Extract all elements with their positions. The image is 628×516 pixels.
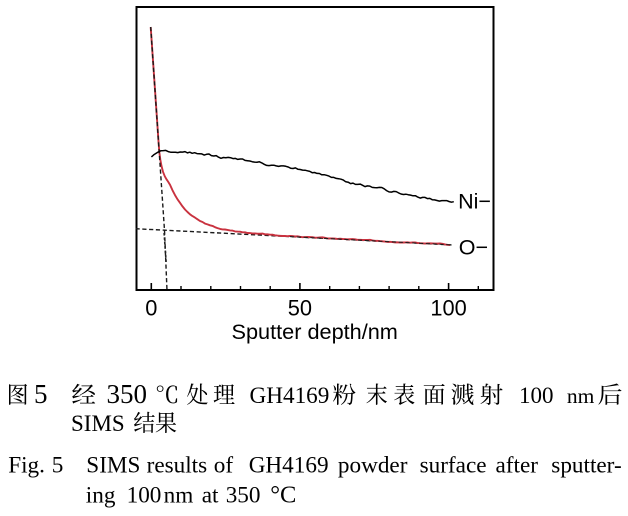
svg-text:results: results xyxy=(147,453,208,479)
svg-text:5: 5 xyxy=(52,453,64,479)
svg-text:100: 100 xyxy=(127,483,162,509)
svg-text:350: 350 xyxy=(107,379,148,409)
svg-text:Ni−: Ni− xyxy=(458,190,491,214)
svg-text:100: 100 xyxy=(519,383,554,408)
svg-text:SIMS: SIMS xyxy=(86,453,140,479)
svg-text:sputter-: sputter- xyxy=(551,453,621,479)
svg-text:100: 100 xyxy=(430,296,466,321)
svg-text:Fig.: Fig. xyxy=(8,453,45,479)
svg-text:SIMS: SIMS xyxy=(71,411,125,436)
svg-text:50: 50 xyxy=(288,296,312,321)
svg-text:after: after xyxy=(496,453,539,479)
svg-text:0: 0 xyxy=(145,296,157,321)
svg-text:nm: nm xyxy=(164,483,194,509)
svg-text:powder: powder xyxy=(338,453,408,479)
svg-text:350: 350 xyxy=(226,483,261,509)
svg-text:GH4169: GH4169 xyxy=(250,383,330,409)
svg-text:GH4169: GH4169 xyxy=(249,453,329,479)
svg-text:of: of xyxy=(214,453,234,479)
svg-text:°C: °C xyxy=(270,482,296,509)
svg-text:at: at xyxy=(202,483,219,509)
svg-text:ing: ing xyxy=(86,483,116,509)
svg-text:5: 5 xyxy=(34,379,48,409)
svg-text:O−: O− xyxy=(459,236,488,260)
svg-text:surface: surface xyxy=(420,453,487,479)
svg-text:nm: nm xyxy=(567,384,595,408)
svg-text:Sputter depth/nm: Sputter depth/nm xyxy=(232,319,398,344)
